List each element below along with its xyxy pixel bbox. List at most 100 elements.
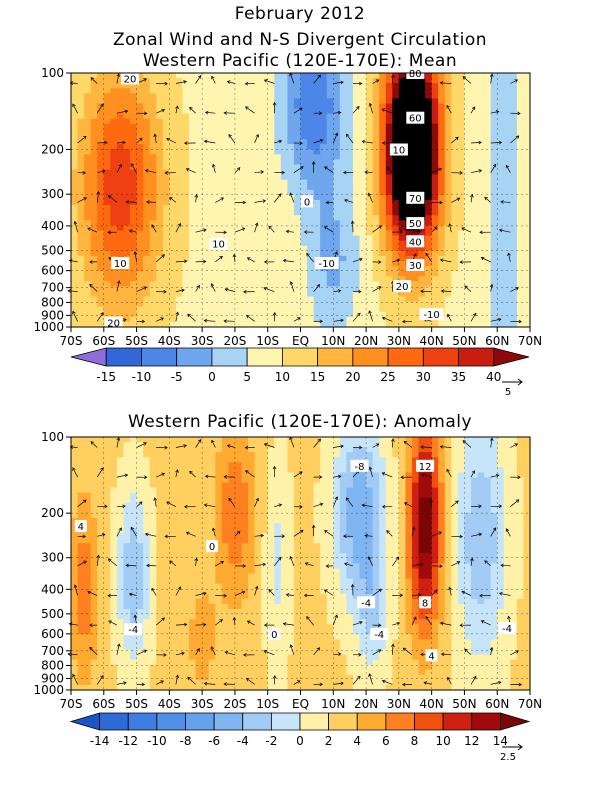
heatmap-cell <box>71 301 79 308</box>
heatmap-cell <box>274 149 282 155</box>
vector-arrow <box>283 260 294 263</box>
heatmap-cell <box>411 164 420 171</box>
heatmap-cell <box>425 164 433 171</box>
vector-arrowhead <box>359 257 363 262</box>
heatmap-cell <box>175 118 184 125</box>
heatmap-cell <box>189 164 197 171</box>
heatmap-cell <box>516 179 525 186</box>
heatmap-cell <box>497 245 505 252</box>
vector-arrowhead <box>277 193 282 197</box>
heatmap-cell <box>379 296 387 303</box>
heatmap-cell <box>202 174 210 181</box>
heatmap-cell <box>241 78 249 84</box>
heatmap-cell <box>352 205 361 211</box>
heatmap-cell <box>130 88 138 94</box>
heatmap-cell <box>464 281 472 287</box>
heatmap-cell <box>123 174 131 181</box>
heatmap-cell <box>497 164 505 171</box>
heatmap-cell <box>457 255 466 262</box>
heatmap-cell <box>470 133 479 140</box>
heatmap-cell <box>149 306 157 313</box>
heatmap-cell <box>333 235 341 242</box>
vector-arrow <box>490 318 501 322</box>
heatmap-cell <box>457 128 466 135</box>
heatmap-cell <box>300 492 308 499</box>
heatmap-cell <box>490 442 498 448</box>
heatmap-cell <box>510 442 518 448</box>
heatmap-cell <box>84 220 92 226</box>
vector-arrowhead <box>198 75 202 79</box>
heatmap-cell <box>313 113 321 120</box>
heatmap-cell <box>110 108 118 115</box>
heatmap-cell <box>254 113 262 120</box>
heatmap-cell <box>372 260 380 267</box>
heatmap-cell <box>261 154 269 160</box>
heatmap-cell <box>379 128 387 135</box>
heatmap-cell <box>326 245 334 252</box>
heatmap-cell <box>221 296 229 303</box>
heatmap-cell <box>202 452 210 458</box>
vector-arrow <box>382 108 393 114</box>
heatmap-cell <box>438 245 446 252</box>
heatmap-cell <box>516 296 525 303</box>
heatmap-cell <box>398 276 407 282</box>
heatmap-cell <box>97 144 105 150</box>
heatmap-cell <box>300 144 308 150</box>
heatmap-cell <box>175 437 184 443</box>
heatmap-cell <box>215 266 223 272</box>
heatmap-cell <box>182 271 190 277</box>
heatmap-cell <box>385 194 393 201</box>
heatmap-cell <box>477 245 485 252</box>
heatmap-cell <box>136 442 144 448</box>
heatmap-cell <box>313 73 321 79</box>
heatmap-cell <box>90 93 98 99</box>
heatmap-cell <box>202 128 210 135</box>
heatmap-cell <box>516 133 525 140</box>
vector-arrowhead <box>364 170 368 174</box>
heatmap-cell <box>372 123 380 130</box>
heatmap-cell <box>372 225 380 232</box>
heatmap-cell <box>457 230 466 237</box>
heatmap-cell <box>90 139 98 145</box>
heatmap-cell <box>228 149 236 155</box>
heatmap-cell <box>84 83 92 89</box>
heatmap-cell <box>110 139 118 145</box>
heatmap-cell <box>398 487 407 494</box>
heatmap-cell <box>523 281 531 287</box>
heatmap-cell <box>136 245 144 252</box>
heatmap-cell <box>71 260 79 267</box>
heatmap-cell <box>189 271 197 277</box>
heatmap-cell <box>267 123 275 130</box>
heatmap-cell <box>84 235 92 242</box>
heatmap-cell <box>280 83 288 89</box>
heatmap-cell <box>136 154 144 160</box>
heatmap-cell <box>352 73 361 79</box>
heatmap-cell <box>470 240 479 247</box>
heatmap-cell <box>116 123 125 130</box>
vector-arrowhead <box>413 253 417 257</box>
heatmap-cell <box>287 200 295 206</box>
heatmap-cell <box>202 108 210 115</box>
heatmap-cell <box>261 179 269 186</box>
heatmap-cell <box>77 462 85 468</box>
heatmap-cell <box>261 73 269 79</box>
heatmap-cell <box>234 154 243 160</box>
heatmap-cell <box>215 281 223 287</box>
heatmap-cell <box>208 306 216 313</box>
heatmap-cell <box>162 245 170 252</box>
heatmap-cell <box>477 78 485 84</box>
vector-arrowhead <box>325 200 330 205</box>
heatmap-cell <box>162 240 170 247</box>
heatmap-cell <box>398 205 407 211</box>
heatmap-cell <box>169 245 177 252</box>
heatmap-cell <box>326 296 334 303</box>
heatmap-cell <box>77 215 85 221</box>
heatmap-cell <box>287 230 295 237</box>
heatmap-cell <box>182 220 190 226</box>
heatmap-cell <box>280 291 288 298</box>
heatmap-cell <box>477 442 485 448</box>
heatmap-cell <box>300 437 308 443</box>
heatmap-cell <box>189 98 197 105</box>
heatmap-cell <box>300 93 308 99</box>
heatmap-cell <box>451 271 459 277</box>
